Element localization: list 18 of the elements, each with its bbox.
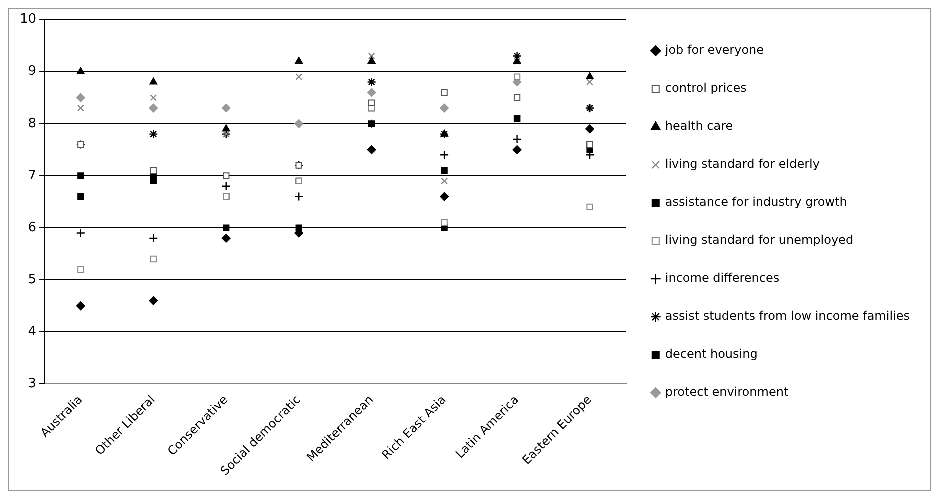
legend-label: decent housing — [665, 347, 758, 362]
y-tick-label: 10 — [20, 12, 37, 28]
y-tick-label: 4 — [28, 324, 37, 340]
y-tick-label: 5 — [28, 272, 37, 288]
legend-label: assist students from low income families — [665, 309, 910, 324]
legend-label: health care — [665, 119, 734, 134]
legend-label: protect environment — [665, 385, 789, 400]
y-tick-label: 3 — [28, 376, 37, 392]
legend-label: control prices — [665, 81, 747, 96]
y-tick-label: 8 — [28, 116, 37, 132]
y-tick-label: 7 — [28, 168, 37, 184]
y-tick-label: 9 — [28, 64, 37, 80]
legend-label: job for everyone — [664, 43, 764, 58]
legend-label: income differences — [665, 271, 780, 286]
legend-label: living standard for unemployed — [665, 233, 854, 248]
legend-label: living standard for elderly — [665, 157, 820, 172]
legend-label: assistance for industry growth — [665, 195, 848, 210]
y-tick-label: 6 — [28, 220, 37, 236]
